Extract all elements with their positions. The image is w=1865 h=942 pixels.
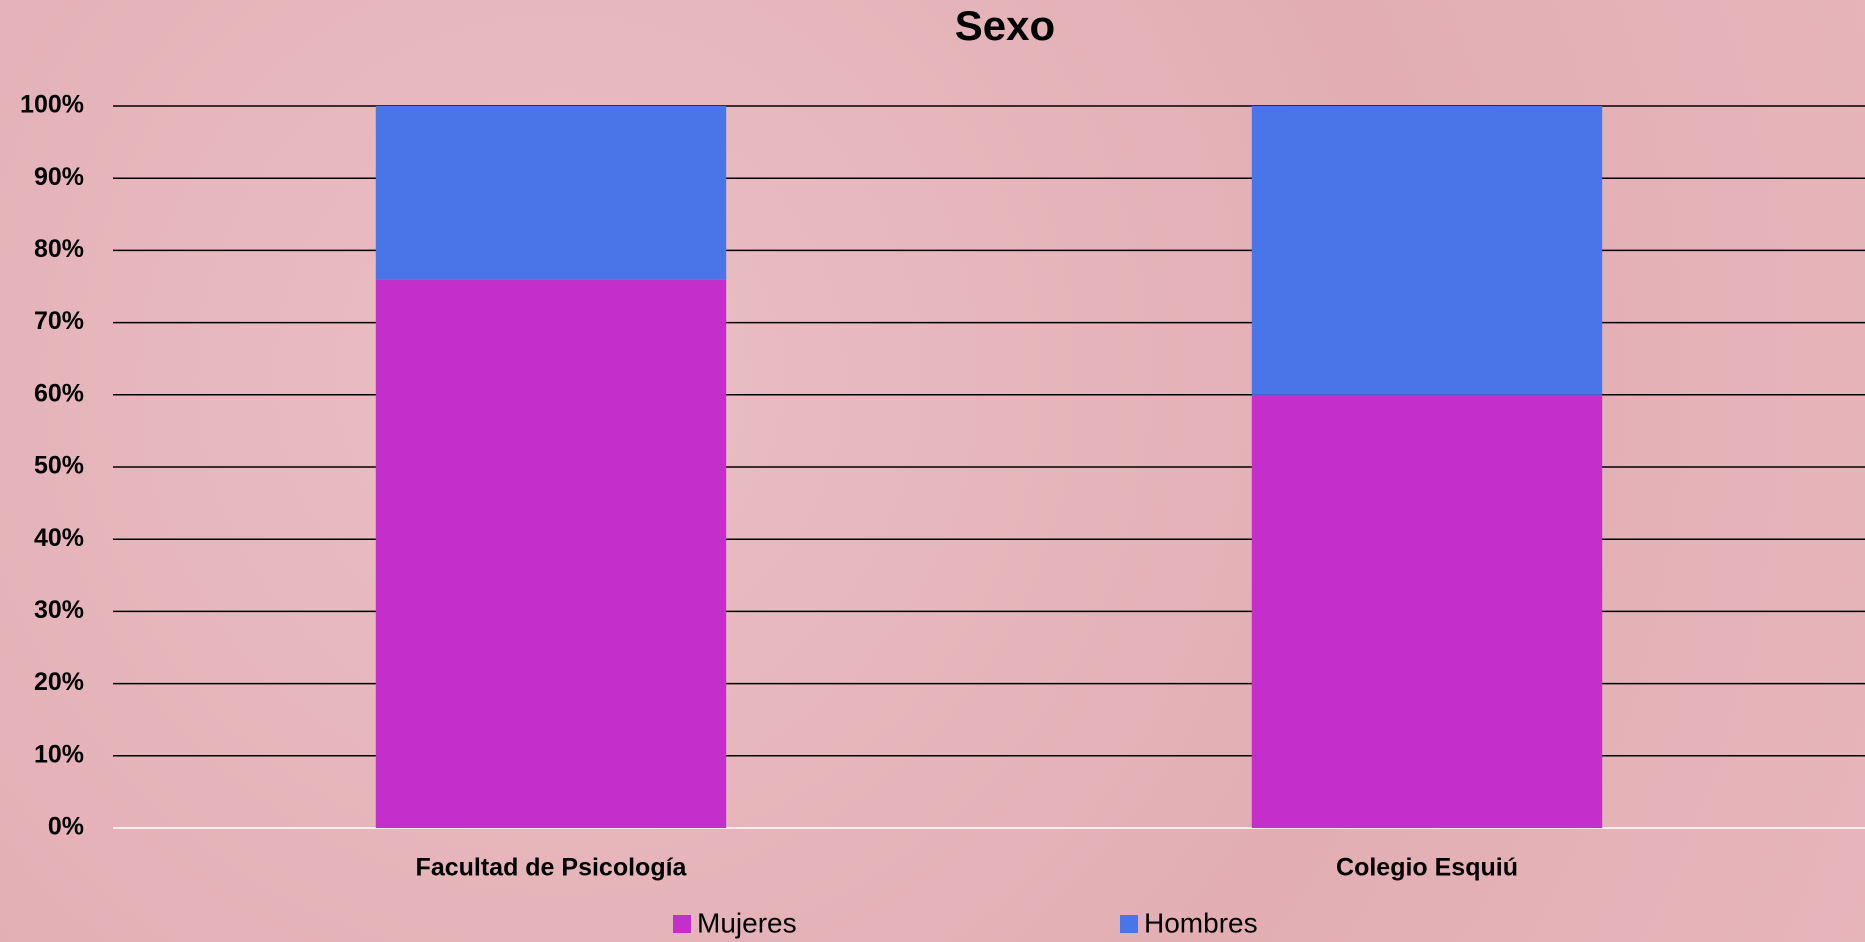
y-tick-label: 90% xyxy=(34,163,84,191)
y-tick-label: 70% xyxy=(34,307,84,335)
y-tick-label: 80% xyxy=(34,235,84,263)
bar-segment xyxy=(375,106,727,280)
chart-title: Sexo xyxy=(955,2,1055,49)
y-tick-label: 0% xyxy=(48,813,84,841)
y-tick-label: 10% xyxy=(34,740,84,768)
y-tick-label: 40% xyxy=(34,524,84,552)
bar-segment xyxy=(375,279,727,828)
y-tick-label: 60% xyxy=(34,379,84,407)
bar-segment xyxy=(1251,394,1603,828)
x-tick-label: Facultad de Psicología xyxy=(416,854,688,882)
x-tick-label: Colegio Esquiú xyxy=(1336,854,1518,882)
legend-label: Hombres xyxy=(1144,907,1258,938)
y-tick-label: 50% xyxy=(34,452,84,480)
y-tick-label: 100% xyxy=(20,91,84,119)
legend-swatch xyxy=(1120,915,1138,933)
legend-label: Mujeres xyxy=(697,907,797,938)
y-tick-label: 20% xyxy=(34,668,84,696)
y-tick-label: 30% xyxy=(34,596,84,624)
legend-swatch xyxy=(673,915,691,933)
bar-segment xyxy=(1251,106,1603,395)
